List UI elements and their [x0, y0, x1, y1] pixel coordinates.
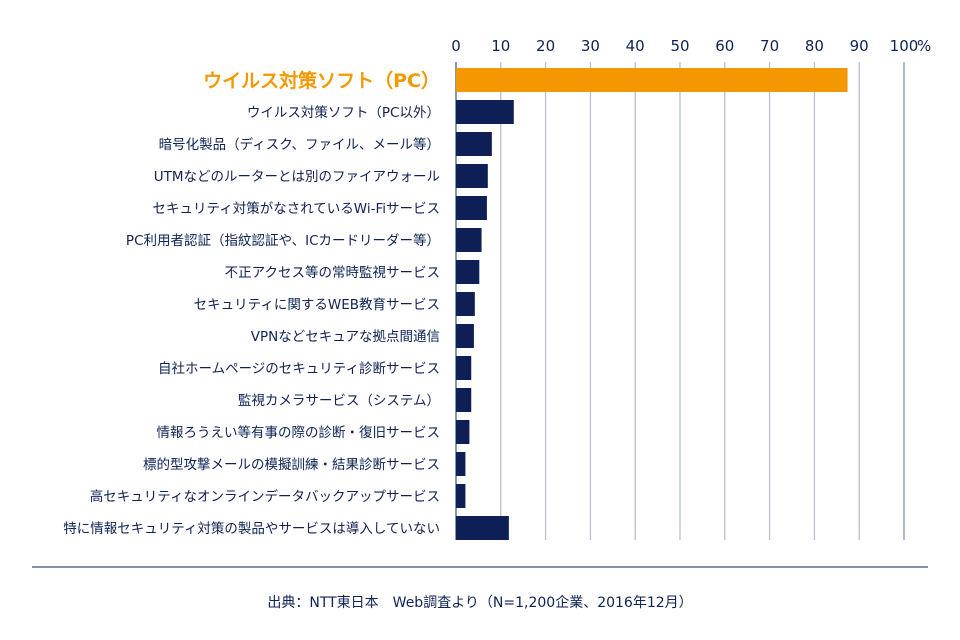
- category-label: セキュリティに関するWEB教育サービス: [194, 297, 440, 313]
- category-label: PC利用者認証（指紋認証や、ICカードリーダー等）: [126, 232, 440, 249]
- source-note: 出典：NTT東日本 Web調査より（N=1,200企業、2016年12月）: [267, 594, 692, 611]
- bar: [456, 516, 509, 540]
- bar: [456, 356, 472, 380]
- category-label: 自社ホームページのセキュリティ診断サービス: [158, 361, 440, 377]
- category-label: 特に情報セキュリティ対策の製品やサービスは導入していない: [63, 520, 440, 537]
- category-label: 不正アクセス等の常時監視サービス: [225, 264, 440, 281]
- bar: [456, 452, 466, 476]
- category-label: ウイルス対策ソフト（PC）: [203, 69, 440, 92]
- category-label: UTMなどのルーターとは別のファイアウォール: [154, 169, 440, 185]
- bar: [456, 100, 514, 124]
- x-tick-label: 30: [581, 37, 600, 55]
- bar: [456, 484, 466, 508]
- x-tick-label: 20: [536, 37, 555, 55]
- bar: [456, 420, 470, 444]
- bar: [456, 196, 487, 220]
- x-tick-label: 60: [715, 37, 734, 55]
- bars: [456, 68, 848, 540]
- category-label: 標的型攻撃メールの模擬訓練・結果診断サービス: [143, 457, 440, 473]
- category-label: 監視カメラサービス（システム）: [238, 392, 440, 409]
- bar: [456, 228, 482, 252]
- category-label: セキュリティ対策がなされているWi-Fiサービス: [153, 200, 441, 217]
- bar: [456, 324, 474, 348]
- category-label: 高セキュリティなオンラインデータバックアップサービス: [90, 488, 440, 505]
- x-tick-label: 40: [626, 37, 645, 55]
- bar: [456, 388, 472, 412]
- x-tick-label: 0: [451, 37, 461, 55]
- category-label: 暗号化製品（ディスク、ファイル、メール等）: [159, 136, 440, 153]
- bar: [456, 132, 492, 156]
- bar: [456, 292, 475, 316]
- x-tick-label: 10: [491, 37, 510, 55]
- category-label: 情報ろうえい等有事の際の診断・復旧サービス: [157, 424, 441, 441]
- x-tick-label: 50: [670, 37, 689, 55]
- bar: [456, 164, 488, 188]
- gridlines: [455, 62, 905, 540]
- x-tick-label: 80: [805, 37, 824, 55]
- bar: [456, 68, 848, 92]
- x-axis-ticks: 0 10 20 30 40 50 60 70 80 90 100: [451, 37, 918, 55]
- category-label: ウイルス対策ソフト（PC以外）: [247, 104, 440, 121]
- x-axis-unit: %: [917, 37, 931, 55]
- category-label: VPNなどセキュアな拠点間通信: [251, 329, 440, 345]
- bar: [456, 260, 480, 284]
- category-labels: ウイルス対策ソフト（PC） ウイルス対策ソフト（PC以外） 暗号化製品（ディスク、フ…: [63, 69, 440, 537]
- x-tick-label: 100: [890, 37, 919, 55]
- x-tick-label: 90: [850, 37, 869, 55]
- x-tick-label: 70: [760, 37, 779, 55]
